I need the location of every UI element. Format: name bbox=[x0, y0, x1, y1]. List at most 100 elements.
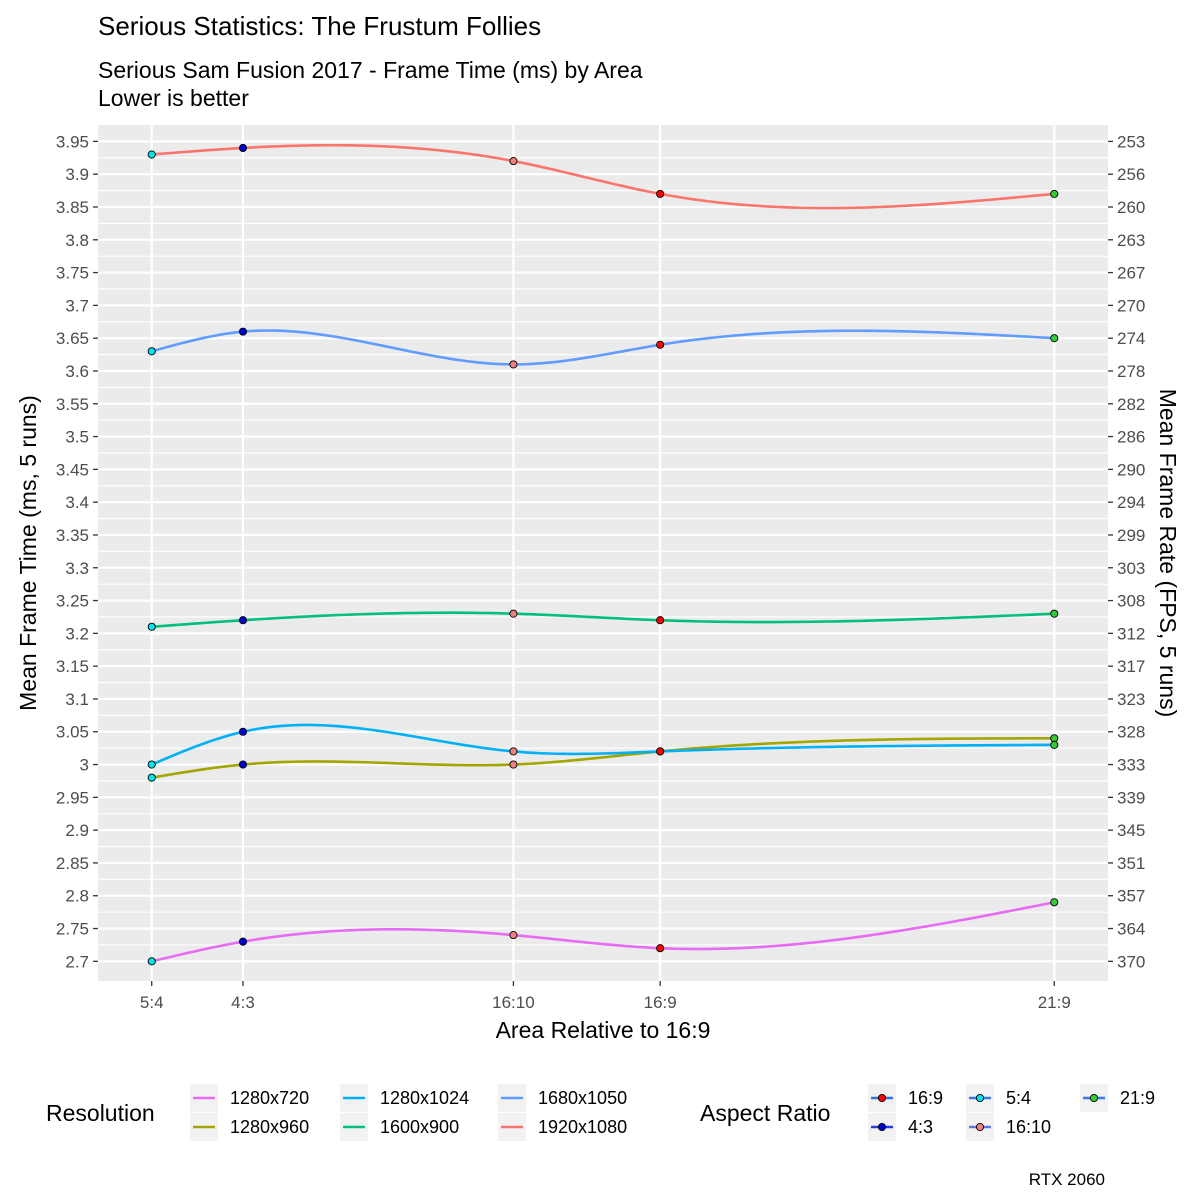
legend-label-1280x720: 1280x720 bbox=[230, 1088, 309, 1108]
legend-key-point-5:4 bbox=[975, 1093, 985, 1103]
y-right-tick-label: 317 bbox=[1117, 657, 1145, 676]
y-left-tick-label: 3.8 bbox=[65, 231, 89, 250]
legend-aspect-title: Aspect Ratio bbox=[700, 1100, 830, 1126]
y-right-tick-label: 303 bbox=[1117, 559, 1145, 578]
legend-key-point-21:9 bbox=[1089, 1093, 1099, 1103]
data-point-1280x720-5:4 bbox=[147, 957, 156, 966]
data-point-1680x1050-4:3 bbox=[238, 327, 248, 336]
data-point-1280x960-16:10 bbox=[509, 760, 518, 769]
y-right-tick-label: 253 bbox=[1117, 132, 1145, 151]
legend-resolution-title: Resolution bbox=[46, 1100, 155, 1126]
y-left-tick-label: 2.7 bbox=[65, 952, 89, 971]
data-point-1680x1050-16:10 bbox=[509, 360, 518, 369]
y-right-tick-label: 328 bbox=[1117, 723, 1145, 742]
y-left-tick-label: 3.7 bbox=[65, 296, 89, 315]
chart-title: Serious Statistics: The Frustum Follies bbox=[98, 11, 541, 41]
chart-caption: RTX 2060 bbox=[1029, 1170, 1105, 1189]
y-left-tick-label: 3.9 bbox=[65, 165, 89, 184]
data-point-1600x900-21:9 bbox=[1050, 609, 1059, 618]
legend-label-5:4: 5:4 bbox=[1006, 1088, 1031, 1108]
y-right-tick-label: 370 bbox=[1117, 952, 1145, 971]
y-axis-left-title: Mean Frame Time (ms, 5 runs) bbox=[15, 395, 41, 711]
y-right-tick-label: 267 bbox=[1117, 264, 1145, 283]
y-right-tick-label: 270 bbox=[1117, 296, 1145, 315]
series-line-1280x960 bbox=[151, 737, 1055, 779]
data-point-1280x1024-16:9 bbox=[656, 747, 665, 756]
series-line-1280x1024 bbox=[151, 723, 1055, 766]
series-line-1280x720 bbox=[151, 901, 1055, 963]
y-right-tick-label: 290 bbox=[1117, 460, 1145, 479]
legend-label-16:10: 16:10 bbox=[1006, 1117, 1051, 1137]
data-point-1920x1080-16:10 bbox=[509, 157, 518, 166]
data-point-1600x900-16:9 bbox=[656, 616, 665, 625]
legend-label-21:9: 21:9 bbox=[1120, 1088, 1155, 1108]
data-point-1920x1080-21:9 bbox=[1050, 189, 1059, 198]
y-right-tick-label: 256 bbox=[1117, 165, 1145, 184]
series-line-1920x1080 bbox=[151, 143, 1055, 210]
y-left-tick-label: 2.8 bbox=[65, 887, 89, 906]
data-point-1280x1024-5:4 bbox=[147, 760, 156, 769]
y-left-tick-label: 3.75 bbox=[56, 264, 89, 283]
y-left-tick-label: 3.4 bbox=[65, 493, 89, 512]
y-right-tick-label: 282 bbox=[1117, 395, 1145, 414]
data-point-1920x1080-16:9 bbox=[656, 189, 665, 198]
data-point-1680x1050-16:9 bbox=[656, 340, 665, 349]
y-left-tick-label: 2.75 bbox=[56, 920, 89, 939]
legend-key-point-16:9 bbox=[877, 1093, 887, 1103]
x-tick-label: 16:10 bbox=[492, 993, 535, 1012]
y-axis-left-ticks: 2.7 2.75 2.8 2.85 2.9 2.95 3 3.05 3.1 3.15 3.2 3.25… bbox=[56, 132, 98, 971]
x-tick-label: 4:3 bbox=[231, 993, 255, 1012]
grid-lines bbox=[98, 125, 1108, 981]
y-axis-right-ticks: 370 364 357 351 345 339 333 328 323 317 312 308 303 2… bbox=[1108, 132, 1145, 971]
data-points bbox=[147, 143, 1059, 966]
y-left-tick-label: 3.55 bbox=[56, 395, 89, 414]
legend-resolution: 1280x720 1280x960 1280x1024 1600x900 1680x10… bbox=[190, 1084, 627, 1141]
y-left-tick-label: 3.25 bbox=[56, 592, 89, 611]
data-point-1280x960-4:3 bbox=[238, 760, 248, 769]
data-point-1280x720-4:3 bbox=[238, 937, 248, 946]
y-right-tick-label: 308 bbox=[1117, 592, 1145, 611]
legend-key-point-16:10 bbox=[975, 1122, 985, 1132]
legend-label-1680x1050: 1680x1050 bbox=[538, 1088, 627, 1108]
y-left-tick-label: 3.15 bbox=[56, 657, 89, 676]
y-right-tick-label: 294 bbox=[1117, 493, 1145, 512]
y-right-tick-label: 260 bbox=[1117, 198, 1145, 217]
data-point-1280x1024-4:3 bbox=[238, 727, 248, 736]
y-right-tick-label: 263 bbox=[1117, 231, 1145, 250]
y-left-tick-label: 3.3 bbox=[65, 559, 89, 578]
data-point-1600x900-5:4 bbox=[147, 622, 156, 631]
y-right-tick-label: 312 bbox=[1117, 624, 1145, 643]
legend-aspect-ratio: 16:9 4:3 5:4 16:10 21:9 bbox=[868, 1084, 1155, 1141]
y-left-tick-label: 3.1 bbox=[65, 690, 89, 709]
y-left-tick-label: 3.85 bbox=[56, 198, 89, 217]
data-point-1680x1050-21:9 bbox=[1050, 334, 1059, 343]
x-tick-label: 5:4 bbox=[140, 993, 164, 1012]
legend-label-1280x960: 1280x960 bbox=[230, 1117, 309, 1137]
y-left-tick-label: 2.85 bbox=[56, 854, 89, 873]
x-tick-label: 16:9 bbox=[644, 993, 677, 1012]
y-left-tick-label: 3.5 bbox=[65, 428, 89, 447]
y-left-tick-label: 3.65 bbox=[56, 329, 89, 348]
x-tick-label: 21:9 bbox=[1038, 993, 1071, 1012]
legend-label-1920x1080: 1920x1080 bbox=[538, 1117, 627, 1137]
data-point-1920x1080-4:3 bbox=[238, 143, 248, 153]
data-point-1280x720-16:10 bbox=[509, 931, 518, 940]
plot-panel bbox=[98, 125, 1108, 981]
y-left-tick-label: 3 bbox=[80, 756, 89, 775]
legend-label-16:9: 16:9 bbox=[908, 1088, 943, 1108]
y-right-tick-label: 286 bbox=[1117, 428, 1145, 447]
data-point-1280x720-16:9 bbox=[656, 944, 665, 953]
series-lines bbox=[151, 143, 1055, 963]
y-left-tick-label: 2.9 bbox=[65, 821, 89, 840]
y-left-tick-label: 3.6 bbox=[65, 362, 89, 381]
legend-key-point-4:3 bbox=[877, 1122, 887, 1132]
x-axis-ticks: 5:4 4:3 16:10 16:9 21:9 bbox=[140, 981, 1071, 1012]
y-right-tick-label: 274 bbox=[1117, 329, 1145, 348]
series-line-1680x1050 bbox=[151, 329, 1055, 366]
data-point-1280x960-5:4 bbox=[147, 773, 156, 782]
y-right-tick-label: 323 bbox=[1117, 690, 1145, 709]
y-left-tick-label: 3.2 bbox=[65, 624, 89, 643]
chart-subtitle-line-2: Lower is better bbox=[98, 85, 249, 111]
data-point-1280x1024-16:10 bbox=[509, 747, 518, 756]
